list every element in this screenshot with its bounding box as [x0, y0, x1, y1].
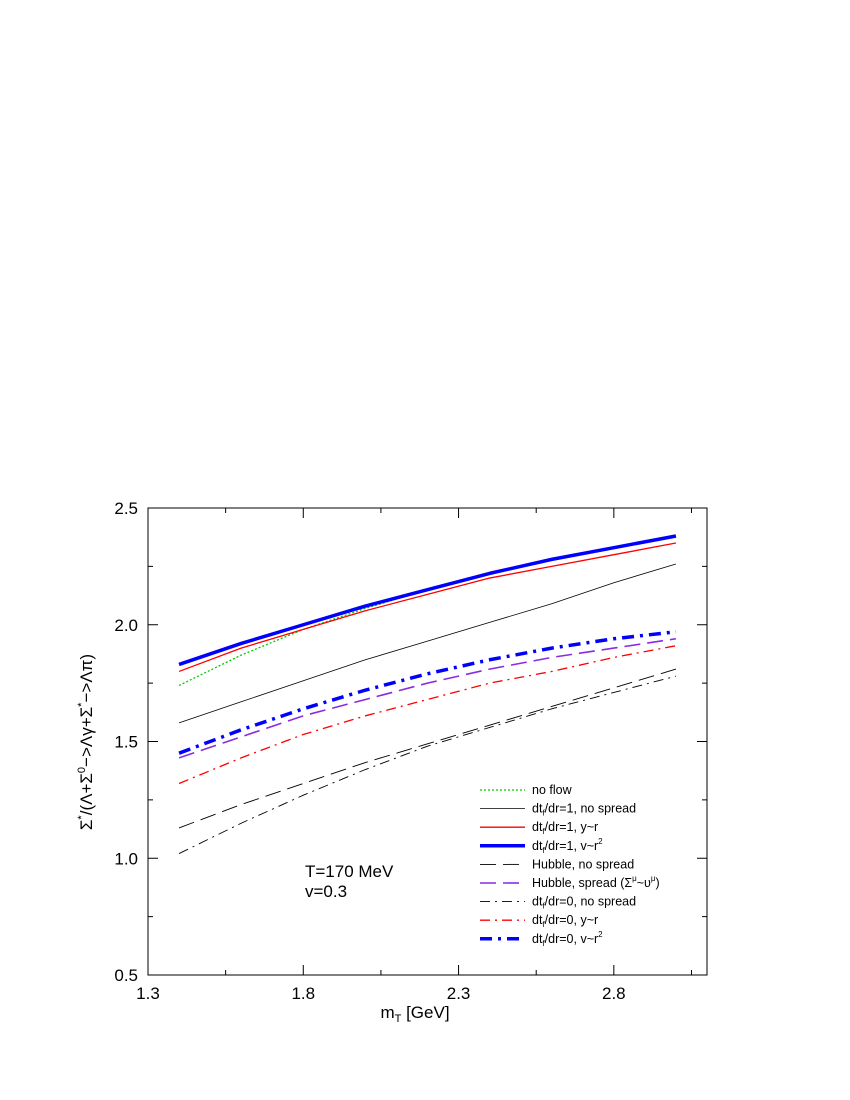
series-line-0 — [178, 535, 677, 687]
y-tick-label: 1.5 — [114, 733, 138, 752]
series-line-6 — [178, 675, 677, 854]
y-tick-label: 0.5 — [114, 966, 138, 985]
y-tick-label: 1.0 — [114, 849, 138, 868]
series-line-8 — [178, 630, 677, 755]
annotation-temperature: T=170 MeV — [305, 862, 394, 881]
x-tick-label: 1.8 — [291, 984, 315, 1003]
series-layer — [178, 534, 677, 854]
legend-entry-label: dtf/dr=0, y~r — [532, 913, 598, 929]
x-tick-label: 2.3 — [447, 984, 471, 1003]
series-line-7 — [178, 645, 677, 785]
legend-entry-label: dtf/dr=1, no spread — [532, 802, 636, 818]
y-tick-label: 2.0 — [114, 616, 138, 635]
legend-entry-label: dtf/dr=1, v~r2 — [532, 837, 603, 855]
legend-entry-label: no flow — [532, 783, 573, 797]
annotation-velocity: v=0.3 — [305, 882, 347, 901]
series-line-1 — [178, 563, 677, 724]
y-tick-label: 2.5 — [114, 499, 138, 518]
ticks-layer: 1.3 1.8 2.3 2.8 0.5 1.0 1.5 2.0 2.5 — [114, 499, 707, 1003]
legend-entry-label: Hubble, no spread — [532, 857, 634, 871]
y-axis-label: Σ*/(Λ+Σ0−>Λγ+Σ*−>Λπ) — [76, 654, 96, 830]
x-tick-label: 1.3 — [136, 984, 160, 1003]
legend-entry-label: dtf/dr=1, y~r — [532, 820, 598, 836]
series-line-5 — [178, 637, 677, 759]
series-line-2 — [178, 542, 677, 673]
legend-entry-label: Hubble, spread (Σμ~υμ) — [532, 874, 660, 890]
legend-entry-label: dtf/dr=0, no spread — [532, 895, 636, 911]
x-axis-label: mT [GeV] — [380, 1003, 449, 1025]
x-tick-label: 2.8 — [602, 984, 626, 1003]
series-line-3 — [178, 534, 677, 667]
legend-entry-label: dtf/dr=0, v~r2 — [532, 930, 603, 948]
